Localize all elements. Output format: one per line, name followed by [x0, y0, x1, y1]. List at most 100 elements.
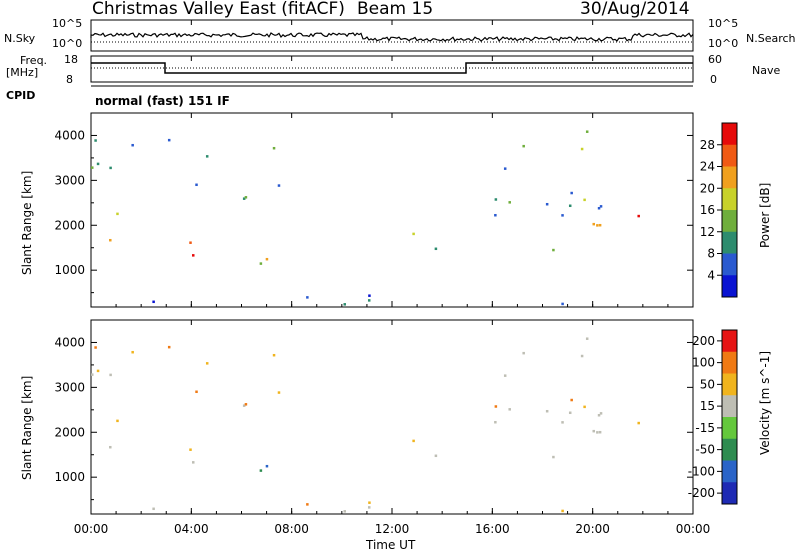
colorbar-cell: [722, 188, 737, 211]
velocity-cell: [561, 421, 564, 424]
velocity-cell: [96, 369, 100, 373]
power-heatmap: [91, 130, 640, 306]
power-cell: [131, 143, 134, 147]
power-cell: [545, 202, 549, 206]
colorbar-cell: [722, 330, 737, 353]
power-cell: [152, 300, 155, 304]
power-cell: [242, 197, 246, 200]
velocity-cell: [306, 503, 309, 506]
colorbar-tick-label: 24: [700, 160, 715, 174]
power-cell: [561, 302, 564, 306]
velocity-cell: [585, 337, 589, 340]
power-cell: [637, 214, 640, 218]
power-cell: [96, 162, 100, 166]
velocity-cell: [189, 448, 192, 451]
nsky-trace: [90, 32, 694, 42]
velocity-cell: [94, 346, 97, 349]
freq-label-line2: [MHz]: [6, 66, 39, 79]
power-cell: [596, 224, 599, 227]
velocity-cell: [109, 445, 112, 449]
colorbar-tick-label: -200: [688, 486, 715, 500]
velocity-cell: [583, 405, 586, 409]
velocity-ylabel: Slant Range [km]: [20, 375, 34, 480]
velocity-cell: [205, 362, 209, 365]
velocity-cell: [131, 350, 134, 354]
power-cell: [434, 247, 438, 251]
power-cell: [508, 201, 511, 204]
freq-tick-high: 18: [64, 53, 78, 66]
x-axis-label: Time UT: [366, 538, 416, 552]
power-cell: [306, 296, 309, 299]
x-tick-label: 16:00: [475, 522, 510, 536]
power-panel-frame: [90, 112, 694, 308]
colorbar-tick-label: 200: [692, 334, 715, 348]
velocity-cell: [596, 431, 599, 434]
velocity-cell: [277, 391, 281, 394]
velocity-cell: [259, 469, 263, 472]
velocity-cell: [244, 403, 248, 406]
velocity-cell: [503, 374, 507, 377]
x-tick-label: 00:00: [74, 522, 109, 536]
beam-label: Beam 15: [357, 0, 434, 19]
colorbar-cell: [722, 351, 737, 374]
power-cell: [552, 248, 555, 252]
power-cell: [585, 130, 589, 133]
power-cell: [597, 207, 601, 210]
velocity-colorbar-label: Velocity [m s^-1]: [758, 350, 772, 455]
velocity-cell: [368, 501, 371, 504]
velocity-cell: [434, 454, 438, 458]
velocity-cell: [367, 506, 371, 509]
velocity-cell: [91, 373, 94, 376]
colorbar-tick-label: -100: [688, 464, 715, 478]
power-cell: [580, 147, 584, 151]
power-cell: [494, 213, 497, 217]
cpid-label: CPID: [6, 89, 36, 102]
power-cell: [561, 214, 564, 217]
colorbar-cell: [722, 123, 737, 146]
y-tick-label: 2000: [54, 425, 85, 439]
power-cell: [94, 139, 97, 142]
velocity-cell: [494, 420, 497, 424]
power-cell: [522, 144, 525, 148]
velocity-cell: [522, 351, 525, 355]
colorbar-cell: [722, 231, 737, 254]
colorbar-cell: [722, 373, 737, 396]
axes-layer: 1000 2000 3000 4000 1000 2000 3000 4000 00:00 04:…: [54, 20, 710, 536]
nsearch-tick-high: 10^5: [708, 17, 739, 30]
colorbar-cell: [722, 438, 737, 461]
power-cell: [599, 205, 603, 208]
velocity-cell: [167, 345, 171, 349]
velocity-cell: [412, 439, 415, 443]
colorbar-tick-label: 15: [700, 399, 715, 413]
velocity-cell: [508, 408, 511, 411]
velocity-cell: [637, 421, 640, 425]
colorbar-tick-label: 12: [700, 225, 715, 239]
y-tick-label: 3000: [54, 173, 85, 187]
colorbar-tick-label: 28: [700, 138, 715, 152]
date-label: 30/Aug/2014: [580, 0, 690, 19]
velocity-cell: [494, 405, 498, 408]
velocity-cell: [592, 429, 595, 433]
colorbar-tick-label: 16: [700, 203, 715, 217]
nsearch-tick-low: 10^0: [708, 37, 739, 50]
velocity-cell: [343, 510, 346, 513]
y-tick-label: 3000: [54, 380, 85, 394]
velocity-cell: [598, 430, 602, 434]
y-tick-label: 4000: [54, 128, 85, 142]
power-cell: [503, 167, 507, 170]
velocity-cell: [552, 455, 555, 459]
colorbar-cell: [722, 395, 737, 418]
power-cell: [570, 191, 573, 195]
y-tick-label: 1000: [54, 470, 85, 484]
velocity-cell: [580, 354, 584, 358]
colorbar-cell: [722, 460, 737, 483]
velocity-cell: [109, 373, 112, 377]
velocity-cell: [272, 353, 276, 357]
x-tick-label: 12:00: [375, 522, 410, 536]
power-cell: [91, 166, 94, 169]
nsky-tick-low: 10^0: [52, 37, 83, 50]
colorbar-tick-label: 100: [692, 356, 715, 370]
power-ylabel: Slant Range [km]: [20, 170, 34, 275]
freq-trace: [91, 62, 693, 74]
power-cell: [265, 257, 269, 261]
